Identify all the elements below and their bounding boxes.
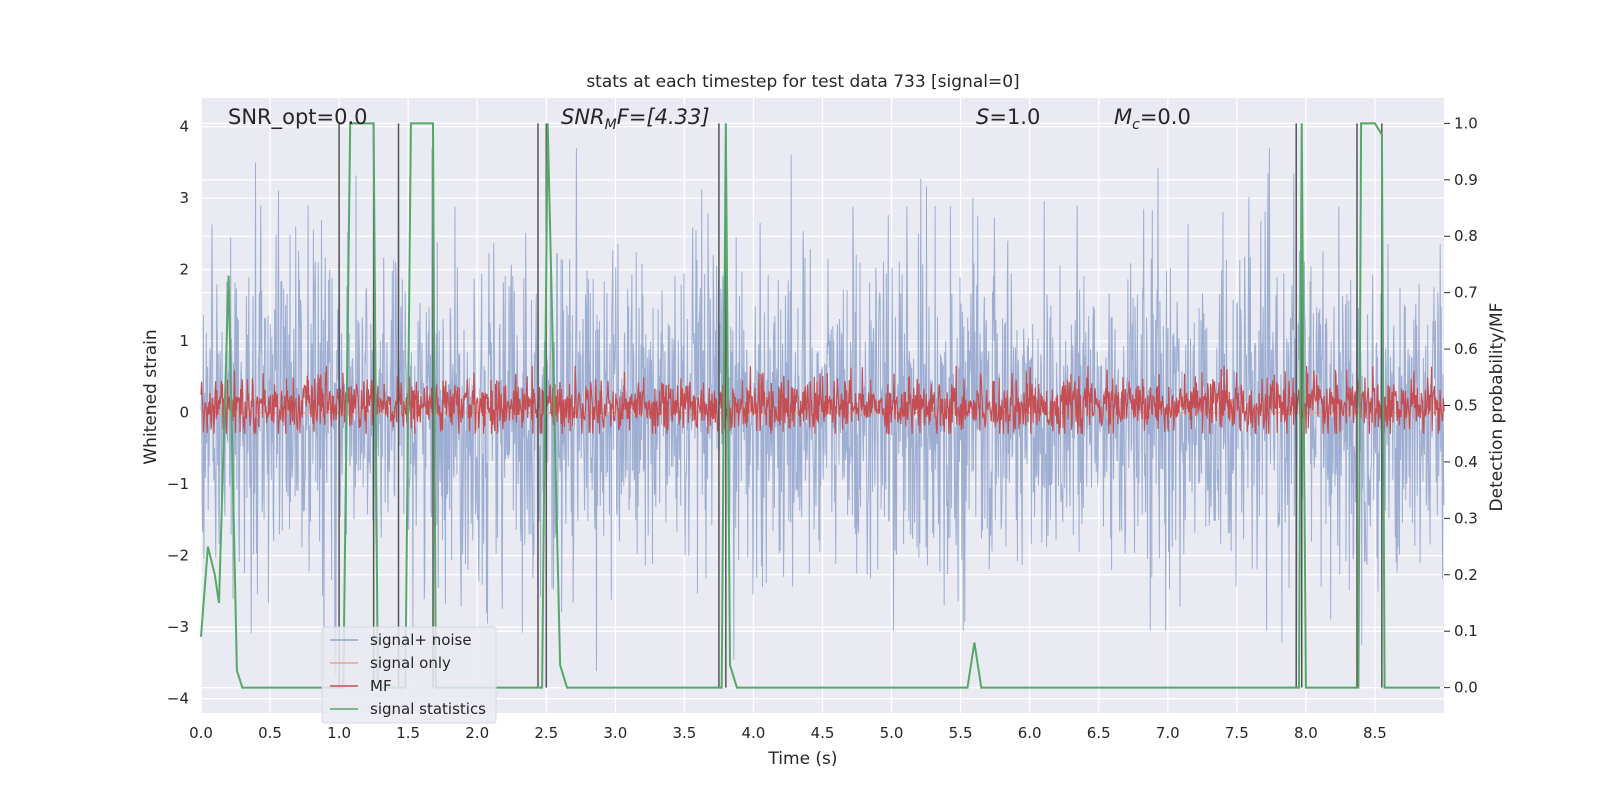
legend-box bbox=[321, 626, 497, 724]
y2-tick-label: 0.9 bbox=[1454, 171, 1478, 189]
x-ticks: 0.0 0.5 1.0 1.5 2.0 2.5 3.0 3.5 4.0 4.5 5.0 5.5 6.0 6… bbox=[189, 724, 1387, 742]
x-tick-label: 7.0 bbox=[1156, 724, 1180, 742]
y-tick-label: 0 bbox=[179, 404, 189, 422]
y2-axis-label: Detection probability/MF bbox=[1487, 303, 1507, 512]
plot-content bbox=[200, 122, 1445, 689]
y2-ticks: 0.0 0.1 0.2 0.3 0.4 0.5 0.6 0.7 0.8 0.9 1.0 bbox=[1444, 114, 1478, 697]
annotation-snr-mf-main: SNR bbox=[561, 105, 605, 129]
y2-tick-label: 0.5 bbox=[1454, 397, 1478, 415]
x-tick-label: 8.0 bbox=[1294, 724, 1318, 742]
annotation-mc: Mc=0.0 bbox=[1114, 105, 1191, 133]
x-tick-label: 8.5 bbox=[1363, 724, 1387, 742]
annotation-snr-mf-rest: F=[4.33] bbox=[617, 105, 710, 129]
y-axis-label: Whitened strain bbox=[141, 329, 161, 464]
legend: signal+ noise signal only MF signal stat… bbox=[321, 626, 497, 724]
annotation-s-rest: =1.0 bbox=[989, 105, 1040, 129]
chart-title: stats at each timestep for test data 733… bbox=[586, 72, 1019, 92]
x-tick-label: 3.5 bbox=[672, 724, 696, 742]
y2-tick-label: 0.4 bbox=[1454, 453, 1478, 471]
y2-tick-label: 0.0 bbox=[1454, 679, 1478, 697]
annotation-s-main: S bbox=[976, 105, 989, 129]
x-tick-label: 5.5 bbox=[949, 724, 973, 742]
y-tick-label: −2 bbox=[167, 547, 189, 565]
x-tick-label: 1.0 bbox=[327, 724, 351, 742]
legend-label-signal-statistics: signal statistics bbox=[370, 700, 486, 718]
x-axis-label: Time (s) bbox=[767, 749, 837, 769]
annotation-mc-main: M bbox=[1114, 105, 1132, 129]
y2-tick-label: 0.8 bbox=[1454, 227, 1478, 245]
y2-tick-label: 1.0 bbox=[1454, 114, 1478, 132]
annotation-mc-sub: c bbox=[1132, 117, 1140, 133]
x-tick-label: 7.5 bbox=[1225, 724, 1249, 742]
y2-tick-label: 0.6 bbox=[1454, 340, 1478, 358]
x-tick-label: 5.0 bbox=[880, 724, 904, 742]
y2-tick-label: 0.2 bbox=[1454, 566, 1478, 584]
y-tick-label: 4 bbox=[179, 118, 189, 136]
annotation-snr-mf: SNRMF=[4.33] bbox=[561, 105, 710, 133]
y-tick-label: 2 bbox=[179, 261, 189, 279]
y-tick-label: −3 bbox=[167, 618, 189, 636]
annotation-snr-mf-sub: M bbox=[605, 117, 617, 133]
annotation-snr-opt: SNR_opt=0.0 bbox=[228, 105, 368, 130]
y2-tick-label: 0.3 bbox=[1454, 509, 1478, 527]
y-ticks: −4 −3 −2 −1 0 1 2 3 4 bbox=[167, 118, 189, 708]
y-tick-label: 1 bbox=[179, 332, 189, 350]
y-tick-label: 3 bbox=[179, 189, 189, 207]
x-tick-label: 0.5 bbox=[258, 724, 282, 742]
y-tick-label: −1 bbox=[167, 475, 189, 493]
y2-tick-label: 0.1 bbox=[1454, 622, 1478, 640]
series-signal-statistics bbox=[200, 122, 1440, 689]
annotation-s: S=1.0 bbox=[976, 105, 1040, 129]
legend-label-signal-noise: signal+ noise bbox=[370, 631, 472, 649]
x-tick-label: 3.0 bbox=[603, 724, 627, 742]
x-tick-label: 1.5 bbox=[396, 724, 420, 742]
x-tick-label: 0.0 bbox=[189, 724, 213, 742]
x-tick-label: 2.0 bbox=[465, 724, 489, 742]
x-tick-label: 4.0 bbox=[742, 724, 766, 742]
x-tick-label: 2.5 bbox=[534, 724, 558, 742]
x-tick-label: 4.5 bbox=[811, 724, 835, 742]
legend-label-mf: MF bbox=[370, 677, 392, 695]
legend-label-signal-only: signal only bbox=[370, 654, 451, 672]
y2-tick-label: 0.7 bbox=[1454, 284, 1478, 302]
annotation-mc-rest: =0.0 bbox=[1140, 105, 1191, 129]
x-tick-label: 6.5 bbox=[1087, 724, 1111, 742]
y-tick-label: −4 bbox=[167, 690, 189, 708]
x-tick-label: 6.0 bbox=[1018, 724, 1042, 742]
